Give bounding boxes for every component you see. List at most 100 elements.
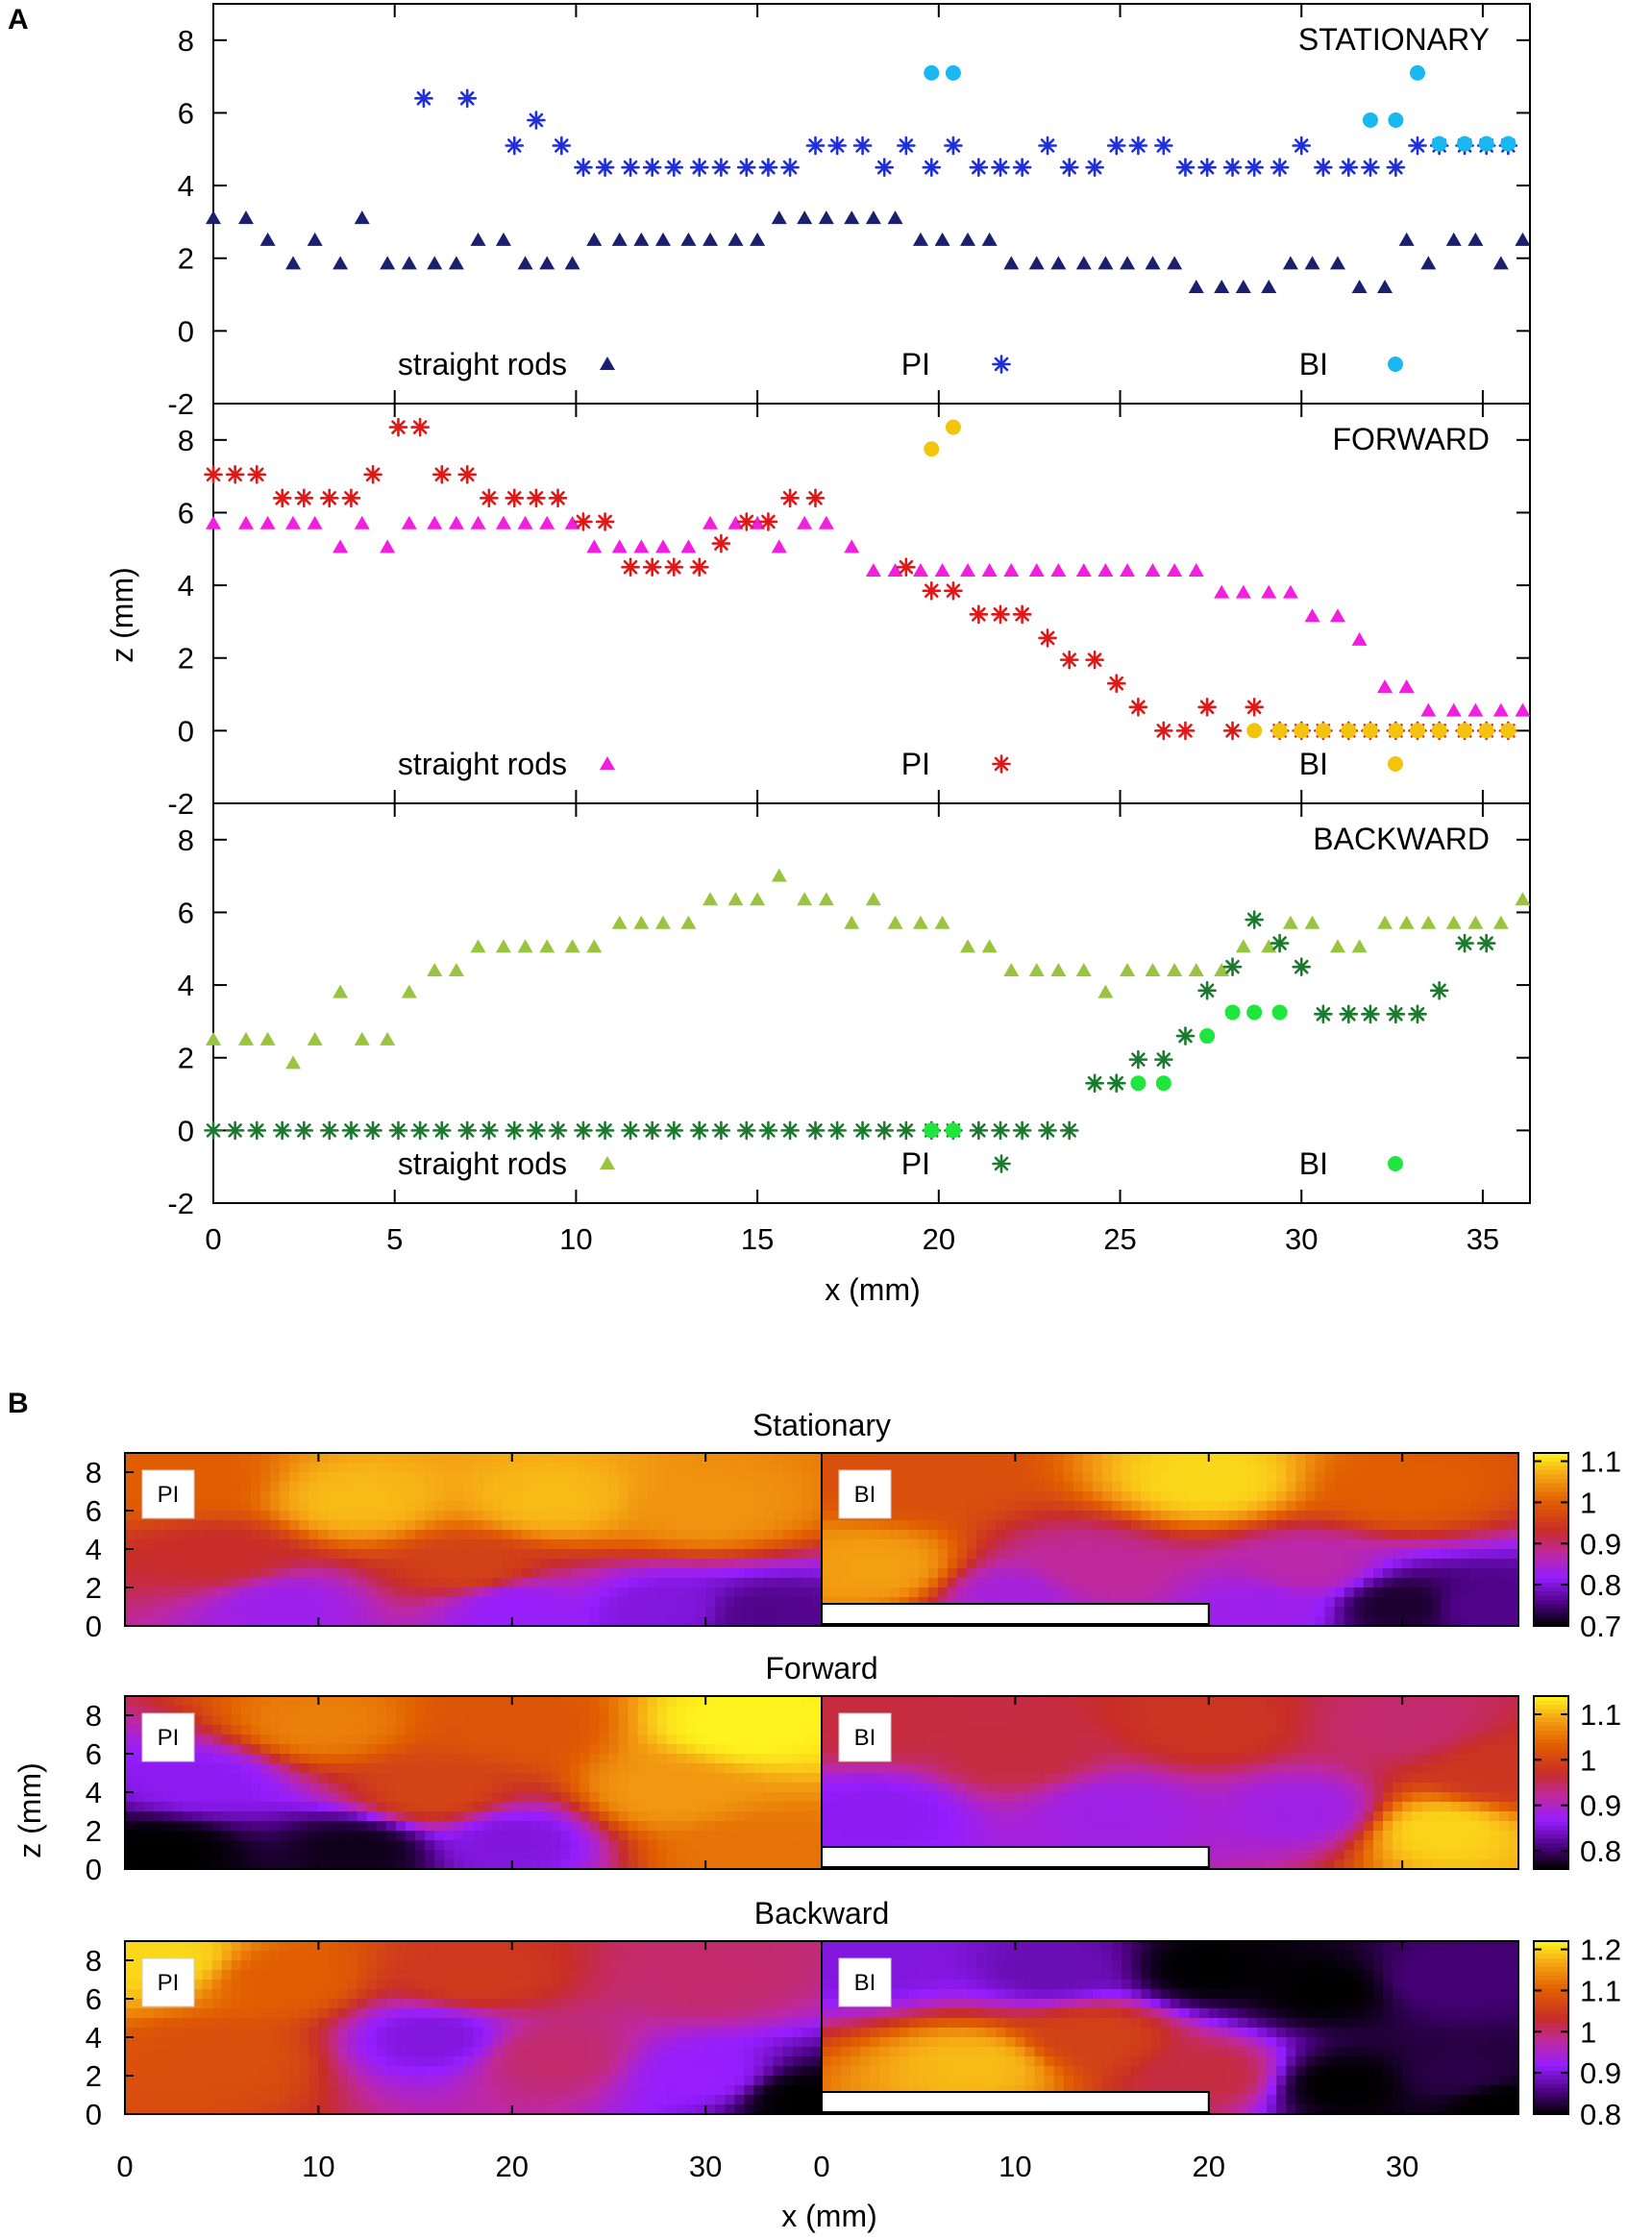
heatmap-cell: [744, 1754, 755, 1764]
heatmap-cell: [570, 1568, 580, 1579]
data-point: [611, 915, 628, 929]
heatmap-cell: [551, 1549, 561, 1560]
heatmap-cell: [1469, 1472, 1481, 1483]
heatmap-cell: [406, 1491, 416, 1502]
heatmap-cell: [240, 1501, 252, 1512]
heatmap-cell: [511, 1744, 523, 1755]
heatmap-cell: [1092, 1539, 1103, 1550]
heatmap-cell: [725, 1520, 735, 1531]
heatmap-cell: [1324, 1520, 1336, 1531]
heatmap-cell: [415, 1587, 426, 1598]
heatmap-cell: [502, 1453, 513, 1464]
asterisk-stroke: [1363, 1007, 1378, 1021]
heatmap-cell: [1441, 1482, 1452, 1492]
heatmap-cell: [908, 1463, 920, 1473]
heatmap-cell: [986, 1491, 997, 1502]
heatmap-cell: [782, 1501, 794, 1512]
colorbar-segment: [1534, 1557, 1568, 1562]
heatmap-cell: [1334, 1491, 1345, 1502]
asterisk-stroke: [692, 1123, 707, 1138]
heatmap-cell: [395, 1859, 407, 1870]
heatmap-cell: [395, 1802, 407, 1812]
heatmap-cell: [1122, 1530, 1132, 1540]
heatmap-cell: [259, 1530, 271, 1540]
heatmap-cell: [259, 1559, 271, 1569]
heatmap-cell: [1508, 1491, 1519, 1502]
heatmap-cell: [753, 1578, 765, 1588]
heatmap-cell: [918, 1549, 929, 1560]
heatmap-cell: [347, 1587, 358, 1598]
heatmap-cell: [492, 1539, 504, 1550]
heatmap-cell: [1479, 1559, 1491, 1569]
heatmap-cell: [1421, 1568, 1432, 1579]
heatmap-cell: [357, 1783, 368, 1793]
heatmap-cell: [221, 1821, 233, 1832]
heatmap-cell: [530, 1597, 542, 1608]
heatmap-cell: [521, 1511, 532, 1521]
heatmap-cell: [589, 1725, 600, 1735]
heatmap-cell: [696, 1568, 706, 1579]
heatmap-cell: [530, 1859, 542, 1870]
heatmap-cell: [125, 1735, 136, 1745]
legend-label: straight rods: [398, 1146, 567, 1181]
data-point: [1120, 256, 1136, 270]
heatmap-cell: [135, 1725, 145, 1735]
heatmap-cell: [753, 1616, 765, 1627]
heatmap-cell: [444, 1696, 455, 1707]
heatmap-cell: [540, 1549, 552, 1560]
heatmap-cell: [551, 1587, 561, 1598]
asterisk-stroke: [598, 514, 612, 529]
data-point: [797, 210, 813, 225]
heatmap-cell: [357, 1607, 368, 1617]
data-point: [1128, 697, 1148, 717]
heatmap-cell: [308, 1501, 319, 1512]
data-point: [1261, 939, 1277, 953]
heatmap-cell: [540, 1754, 552, 1764]
heatmap-cell: [599, 1453, 610, 1464]
heatmap-cell: [463, 1850, 475, 1860]
heatmap-cell: [540, 1511, 552, 1521]
heatmap-cell: [337, 1491, 349, 1502]
heatmap-cell: [1508, 1559, 1519, 1569]
heatmap-cell: [415, 1501, 426, 1512]
heatmap-cell: [589, 1811, 600, 1822]
heatmap-cell: [551, 1744, 561, 1755]
heatmap-cell: [1053, 1549, 1065, 1560]
heatmap-cell: [231, 1831, 242, 1841]
heatmap-cell: [211, 1587, 223, 1598]
legend-label: PI: [901, 347, 930, 381]
heatmap-cell: [1315, 1520, 1326, 1531]
asterisk-stroke: [1225, 724, 1240, 738]
heatmap-cell: [1344, 1453, 1355, 1464]
heatmap-cell: [1150, 1511, 1162, 1521]
heatmap-cell: [425, 1831, 435, 1841]
heatmap-cell: [744, 1453, 755, 1464]
heatmap-cell: [192, 1821, 204, 1832]
heatmap-cell: [173, 1520, 185, 1531]
heatmap-cell: [473, 1491, 484, 1502]
heatmap-cell: [831, 1530, 842, 1540]
data-point: [1167, 256, 1183, 270]
heatmap-cell: [860, 1463, 871, 1473]
heatmap-cell: [851, 1559, 861, 1569]
heatmap-cell: [647, 1840, 658, 1851]
heatmap-cell: [530, 1559, 542, 1569]
heatmap-cell: [502, 1744, 513, 1755]
heatmap-cell: [1170, 1472, 1181, 1483]
heatmap-cell: [1141, 1597, 1151, 1608]
heatmap-cell: [1092, 1587, 1103, 1598]
heatmap-cell: [725, 1597, 735, 1608]
heatmap-cell: [135, 1763, 145, 1774]
heatmap-cell: [947, 1472, 958, 1483]
heatmap-cell: [725, 1539, 735, 1550]
heatmap-cell: [1189, 1463, 1200, 1473]
data-point: [574, 512, 593, 531]
heatmap-cell: [299, 1472, 309, 1483]
heatmap-cell: [337, 1463, 349, 1473]
heatmap-cell: [1073, 1511, 1084, 1521]
heatmap-cell: [589, 1831, 600, 1841]
heatmap-cell: [1102, 1549, 1113, 1560]
heatmap-cell: [851, 1587, 861, 1598]
heatmap-cell: [1102, 1501, 1113, 1512]
heatmap-cell: [628, 1763, 639, 1774]
